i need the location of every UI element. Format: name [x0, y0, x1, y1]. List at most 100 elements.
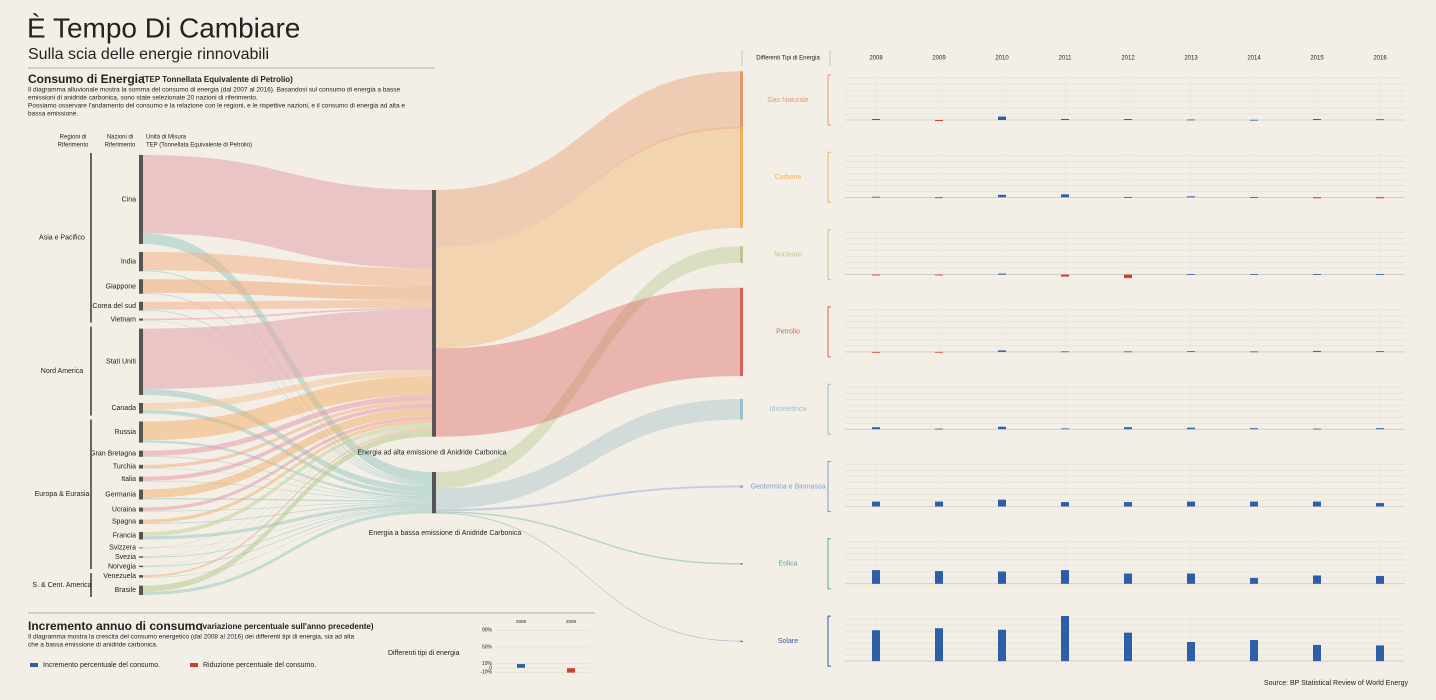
growth-bar: [1376, 645, 1384, 662]
growth-bar: [1061, 616, 1069, 662]
column-header: Riferimento: [58, 143, 89, 149]
growth-bar: [1061, 502, 1069, 507]
growth-bar: [998, 350, 1006, 352]
growth-bar: [1313, 350, 1321, 352]
flow: [143, 507, 432, 558]
section-heading: Incremento annuo di consumo: [28, 619, 203, 633]
group-label: Energia a bassa emissione di Anidride Ca…: [369, 530, 522, 537]
key-sample: [567, 668, 575, 673]
country-label: Spagna: [112, 519, 136, 526]
country-label: Stati Uniti: [106, 359, 136, 366]
growth-bar: [1376, 197, 1384, 199]
growth-bar: [998, 499, 1006, 507]
flow: [143, 419, 432, 523]
key-tick-label: 0: [489, 665, 492, 671]
key-year: 2009: [566, 619, 577, 624]
flow: [436, 246, 740, 489]
flow: [143, 300, 432, 310]
growth-bar: [1376, 351, 1384, 352]
region-label: Nord America: [41, 368, 84, 375]
growth-bar: [1187, 274, 1195, 275]
growth-bar: [1313, 119, 1321, 120]
country-label: Svizzera: [109, 545, 136, 552]
energy-node: [740, 71, 743, 129]
intro-text: bassa emissione.: [28, 111, 78, 118]
growth-bar: [1250, 197, 1258, 198]
flow: [436, 71, 740, 248]
column-header: Riferimento: [105, 143, 136, 149]
growth-bar: [1124, 573, 1132, 584]
energy-label: Geotermica e Biomassa: [751, 483, 826, 490]
growth-bar: [1124, 197, 1132, 198]
energy-label: Solare: [778, 638, 798, 645]
bracket: [827, 229, 831, 281]
group-node: [432, 472, 436, 514]
column-header: Nazioni di: [107, 135, 133, 141]
growth-bar: [1061, 570, 1069, 584]
bracket: [827, 461, 831, 512]
growth-bar: [1250, 428, 1258, 430]
key-tick-label: 10%: [482, 661, 493, 667]
growth-bar: [1250, 577, 1258, 584]
country-label: Germania: [105, 491, 136, 498]
country-node: [139, 279, 143, 294]
growth-bar: [1313, 644, 1321, 662]
energy-node: [740, 563, 743, 565]
region-label: Asia e Pacifico: [39, 235, 85, 242]
country-label: Russia: [115, 429, 137, 436]
country-label: Francia: [113, 533, 136, 540]
flow: [143, 510, 432, 595]
energy-header: Differenti Tipi di Energia: [756, 56, 820, 62]
country-node: [139, 318, 143, 321]
flow: [143, 480, 432, 501]
flow: [143, 400, 432, 469]
year-label: 2013: [1184, 56, 1198, 62]
growth-bar: [998, 426, 1006, 430]
growth-bar: [1061, 194, 1069, 198]
growth-bar: [1124, 502, 1132, 507]
country-label: Svezia: [115, 554, 136, 561]
growth-text: che a bassa emissione di anidride carbon…: [28, 642, 158, 649]
country-label: Gran Bretagna: [90, 451, 136, 458]
column-header: TEP (Tonnellata Equivalente di Petrolio): [146, 143, 252, 149]
key-label: Differenti tipi di energia: [388, 650, 460, 657]
growth-bar: [935, 428, 943, 430]
growth-bar: [935, 571, 943, 584]
flow: [143, 468, 432, 500]
country-node: [139, 556, 143, 558]
growth-bar: [1313, 501, 1321, 507]
legend-label: Incremento percentuale del consumo.: [43, 662, 160, 669]
growth-bar: [1187, 501, 1195, 507]
growth-bar: [1313, 575, 1321, 584]
country-label: India: [121, 258, 136, 265]
country-node: [139, 251, 143, 272]
country-label: Vietnam: [110, 316, 136, 323]
section-heading: Consumo di Energia: [28, 72, 145, 86]
key-tick-label: -10%: [480, 670, 492, 676]
country-node: [139, 402, 143, 414]
growth-bar: [1250, 119, 1258, 121]
flow: [143, 456, 432, 500]
region-bar: [90, 573, 92, 597]
growth-bar: [1061, 351, 1069, 353]
country-label: Ucraina: [112, 506, 136, 513]
country-node: [139, 489, 143, 500]
country-node: [139, 328, 143, 395]
growth-bar: [1061, 428, 1069, 430]
growth-text: Il diagramma mostra la crescita del cons…: [28, 634, 355, 641]
bracket: [827, 615, 831, 667]
region-bar: [90, 326, 92, 416]
flow: [436, 287, 740, 437]
bracket: [827, 151, 831, 203]
growth-bar: [1061, 119, 1069, 120]
subtitle: Sulla scia delle energie rinnovabili: [28, 46, 269, 63]
growth-bar: [935, 628, 943, 662]
growth-bar: [998, 273, 1006, 275]
growth-bar: [1124, 632, 1132, 662]
growth-bar: [1376, 274, 1384, 275]
growth-bar: [1187, 119, 1195, 121]
energy-label: Eolica: [778, 561, 797, 568]
country-node: [139, 301, 143, 311]
country-node: [139, 547, 143, 549]
